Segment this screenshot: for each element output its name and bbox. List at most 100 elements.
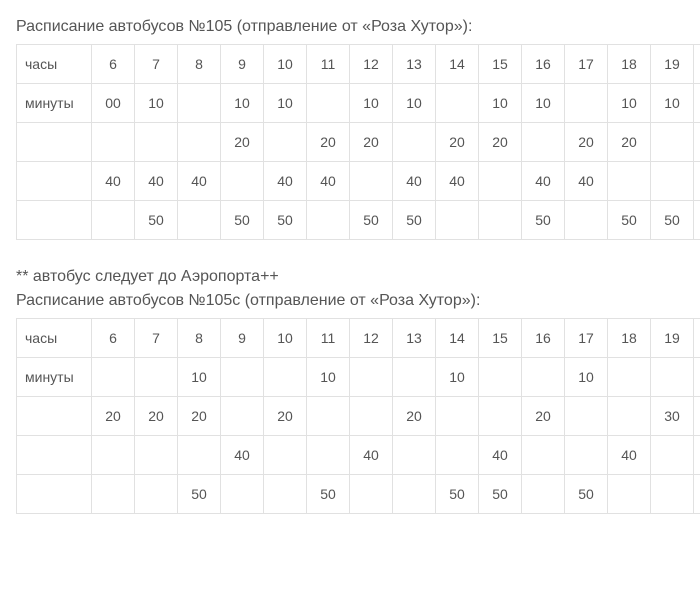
hour-cell: 18 bbox=[608, 45, 651, 84]
minute-cell: 20 bbox=[135, 397, 178, 436]
hour-cell: 7 bbox=[135, 45, 178, 84]
minutes-row-2: 40 40 40 40 bbox=[17, 436, 700, 475]
minute-cell bbox=[393, 358, 436, 397]
minute-cell: 50 bbox=[651, 201, 694, 240]
minute-cell bbox=[694, 475, 700, 514]
minute-cell bbox=[178, 84, 221, 123]
minute-cell: 40 bbox=[178, 162, 221, 201]
hour-cell: 12 bbox=[350, 45, 393, 84]
hour-cell: 14 bbox=[436, 45, 479, 84]
minute-cell bbox=[694, 397, 700, 436]
hour-cell: 6 bbox=[92, 319, 135, 358]
hour-cell: 20 bbox=[694, 45, 700, 84]
minute-cell bbox=[221, 397, 264, 436]
hour-cell: 6 bbox=[92, 45, 135, 84]
minute-cell: 40 bbox=[522, 162, 565, 201]
minute-cell: 10 bbox=[350, 84, 393, 123]
hour-cell: 15 bbox=[479, 45, 522, 84]
minute-cell bbox=[92, 475, 135, 514]
minutes-label: минуты bbox=[17, 84, 92, 123]
minute-cell bbox=[178, 436, 221, 475]
empty-label bbox=[17, 436, 92, 475]
minute-cell: 40 bbox=[608, 436, 651, 475]
minute-cell: 40 bbox=[221, 436, 264, 475]
minute-cell bbox=[694, 162, 700, 201]
minute-cell: 40 bbox=[565, 162, 608, 201]
minute-cell bbox=[436, 84, 479, 123]
minute-cell: 20 bbox=[264, 397, 307, 436]
minute-cell: 20 bbox=[350, 123, 393, 162]
minute-cell bbox=[436, 201, 479, 240]
minute-cell: 20 bbox=[307, 123, 350, 162]
minute-cell bbox=[651, 358, 694, 397]
hour-cell: 17 bbox=[565, 319, 608, 358]
minute-cell bbox=[522, 358, 565, 397]
minute-cell bbox=[651, 162, 694, 201]
minutes-row-3: 50 50 50 50 50 50 50 50 50 56** bbox=[17, 201, 700, 240]
minute-cell bbox=[393, 123, 436, 162]
minute-cell: 50 bbox=[307, 475, 350, 514]
hour-cell: 14 bbox=[436, 319, 479, 358]
minute-cell: 10 bbox=[565, 358, 608, 397]
minute-cell bbox=[350, 475, 393, 514]
minute-cell bbox=[264, 358, 307, 397]
minute-cell: 10 bbox=[264, 84, 307, 123]
minutes-row-1: 20 20 20 20 20 20 20 30 bbox=[17, 123, 700, 162]
minute-cell bbox=[651, 475, 694, 514]
minute-cell: 50 bbox=[608, 201, 651, 240]
minute-cell bbox=[608, 475, 651, 514]
empty-label bbox=[17, 475, 92, 514]
minute-cell bbox=[264, 436, 307, 475]
minute-cell bbox=[565, 201, 608, 240]
minute-cell: 50 bbox=[178, 475, 221, 514]
minute-cell: 40 bbox=[92, 162, 135, 201]
minute-cell: 20 bbox=[565, 123, 608, 162]
hours-label: часы bbox=[17, 319, 92, 358]
minute-cell bbox=[479, 397, 522, 436]
minute-cell bbox=[522, 475, 565, 514]
minute-cell: 20 bbox=[608, 123, 651, 162]
minute-cell: 50 bbox=[522, 201, 565, 240]
minute-cell: 30 bbox=[694, 123, 700, 162]
minute-cell: 50 bbox=[694, 201, 700, 240]
minute-cell: 50 bbox=[350, 201, 393, 240]
hour-cell: 15 bbox=[479, 319, 522, 358]
minute-cell bbox=[135, 123, 178, 162]
minute-cell: 10 bbox=[608, 84, 651, 123]
minute-cell: 50 bbox=[565, 475, 608, 514]
hour-cell: 16 bbox=[522, 45, 565, 84]
minute-cell bbox=[436, 397, 479, 436]
minute-cell: 20 bbox=[436, 123, 479, 162]
minute-cell bbox=[307, 436, 350, 475]
minute-cell bbox=[221, 475, 264, 514]
minute-cell bbox=[393, 436, 436, 475]
hour-cell: 16 bbox=[522, 319, 565, 358]
minute-cell bbox=[178, 123, 221, 162]
hour-cell: 13 bbox=[393, 45, 436, 84]
minute-cell bbox=[264, 475, 307, 514]
hour-cell: 8 bbox=[178, 319, 221, 358]
minute-cell: 10 bbox=[522, 84, 565, 123]
minute-cell bbox=[565, 436, 608, 475]
minute-cell: 40 bbox=[436, 162, 479, 201]
minute-cell bbox=[135, 358, 178, 397]
minute-cell: 10 bbox=[651, 84, 694, 123]
minute-cell: 20 bbox=[92, 397, 135, 436]
minute-cell: 40 bbox=[350, 436, 393, 475]
minute-cell: 20 bbox=[393, 397, 436, 436]
hour-cell: 13 bbox=[393, 319, 436, 358]
table105-title: Расписание автобусов №105 (отправление о… bbox=[16, 18, 684, 36]
hours-row: часы 6 7 8 9 10 11 12 13 14 15 16 17 18 … bbox=[17, 45, 700, 84]
hour-cell: 11 bbox=[307, 319, 350, 358]
minute-cell bbox=[178, 201, 221, 240]
minute-cell: 10 bbox=[479, 84, 522, 123]
hours-label: часы bbox=[17, 45, 92, 84]
hour-cell: 19 bbox=[651, 45, 694, 84]
minute-cell bbox=[522, 436, 565, 475]
minute-cell bbox=[479, 358, 522, 397]
hour-cell: 12 bbox=[350, 319, 393, 358]
minute-cell bbox=[694, 436, 700, 475]
minute-cell bbox=[479, 162, 522, 201]
minute-cell: 20 bbox=[221, 123, 264, 162]
minutes-row-3: 50 50 50 50 50 bbox=[17, 475, 700, 514]
